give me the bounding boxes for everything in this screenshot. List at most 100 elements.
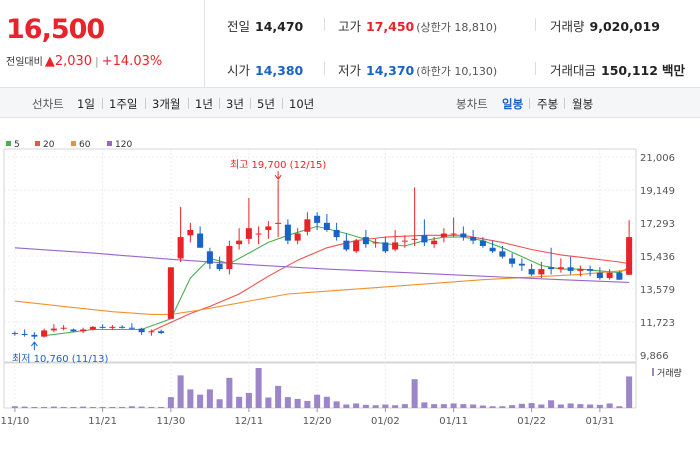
volume-bar [70,406,77,408]
candle-body [119,326,126,328]
legend-label: 20 [43,140,55,150]
volume-series: 거래량 [11,367,682,408]
volume-bar [518,403,525,408]
volume-bar [362,404,369,408]
candle [41,328,48,338]
volume-bar [411,379,418,408]
legend-swatch [107,141,112,146]
candle-body [206,251,213,264]
candle-body [431,240,438,245]
period-3m-button[interactable]: 3개월 [152,97,181,111]
period-5y-button[interactable]: 5년 [257,97,275,111]
divider [188,98,189,109]
divider [564,98,565,109]
candle [70,328,77,333]
stat-value: 17,450 [366,19,415,34]
date-axis: 11/10 11/21 11/30 12/11 12/20 01/02 01/11 01/22… [0,408,614,427]
volume-bar [499,406,506,408]
y-tick-label: 13,579 [640,285,675,296]
period-10y-button[interactable]: 10년 [289,97,315,111]
period-3y-button[interactable]: 3년 [226,97,244,111]
y-tick-label: 15,436 [640,252,675,263]
change-label: 전일대비 [6,57,43,68]
candle-body [138,328,145,333]
candle-body [11,333,18,335]
candle [577,265,584,277]
volume-bar [11,406,18,408]
candle [616,270,623,280]
candle [148,329,155,336]
candle-body [450,233,457,235]
x-tick-label: 01/02 [371,416,400,427]
candle [596,267,603,280]
y-tick-label: 9,866 [640,351,669,362]
legend-label: 60 [79,140,91,150]
candle [431,237,438,248]
column-divider [535,62,536,75]
volume-bar [245,392,252,408]
volume-legend-label: 거래량 [657,367,682,379]
candle-monthly-button[interactable]: 월봉 [572,97,594,111]
candle [626,220,633,275]
candle-body [148,331,155,333]
candle [99,324,106,329]
candle-body [528,269,535,275]
up-arrow-icon: ▲ [44,54,55,69]
moving-average-ma20 [151,234,630,332]
candle [284,219,291,245]
candle-body [323,222,330,230]
candle-body [275,222,282,224]
stat-open: 시가 14,380 [227,60,303,79]
candle [518,258,525,271]
current-price: 16,500 [6,14,105,45]
divider [282,98,283,109]
chart-annotations: 최고 19,700 (12/15) 최저 10,760 (11/13) [12,159,326,365]
volume-bar [323,396,330,408]
volume-bar [128,406,135,408]
candle-body [294,233,301,241]
volume-bar [509,405,516,408]
stat-sub: (상한가 18,810) [416,21,498,34]
candle-body [109,326,116,328]
candle-body [470,237,477,241]
candle [206,247,213,270]
volume-bar [158,406,165,408]
volume-bar [440,404,447,408]
candle [509,253,516,268]
divider [145,98,146,109]
volume-bar [187,389,194,408]
candle [11,331,18,336]
candle [323,213,330,232]
candle-daily-button[interactable]: 일봉 [502,97,524,111]
candle-weekly-button[interactable]: 주봉 [537,97,559,111]
volume-bar [557,404,564,408]
volume-bar [80,406,87,408]
high-annotation: 최고 19,700 (12/15) [230,159,326,171]
volume-bar [148,406,155,408]
candle-body [314,215,321,223]
candle-body [372,242,379,244]
candle [275,180,282,238]
candle-body [616,272,623,280]
volume-bar [99,406,106,408]
candle-body [41,330,48,337]
y-tick-label: 17,293 [640,219,675,230]
candle [128,323,135,330]
period-1w-button[interactable]: 1주일 [109,97,138,111]
period-1y-button[interactable]: 1년 [195,97,213,111]
volume-bar [567,403,574,408]
stat-label: 거래량 [550,19,585,34]
stat-value: 14,380 [255,63,304,78]
period-1d-button[interactable]: 1일 [77,97,95,111]
candle [401,235,408,248]
volume-bar [343,404,350,408]
volume-bar [333,401,340,408]
volume-bar [479,405,486,408]
moving-average-ma120 [14,247,630,283]
volume-bar [226,377,233,408]
x-tick-label: 12/11 [234,416,263,427]
volume-bar [60,406,67,408]
candle-body [499,251,506,257]
candle-body [236,240,243,245]
volume-bar [421,402,428,408]
